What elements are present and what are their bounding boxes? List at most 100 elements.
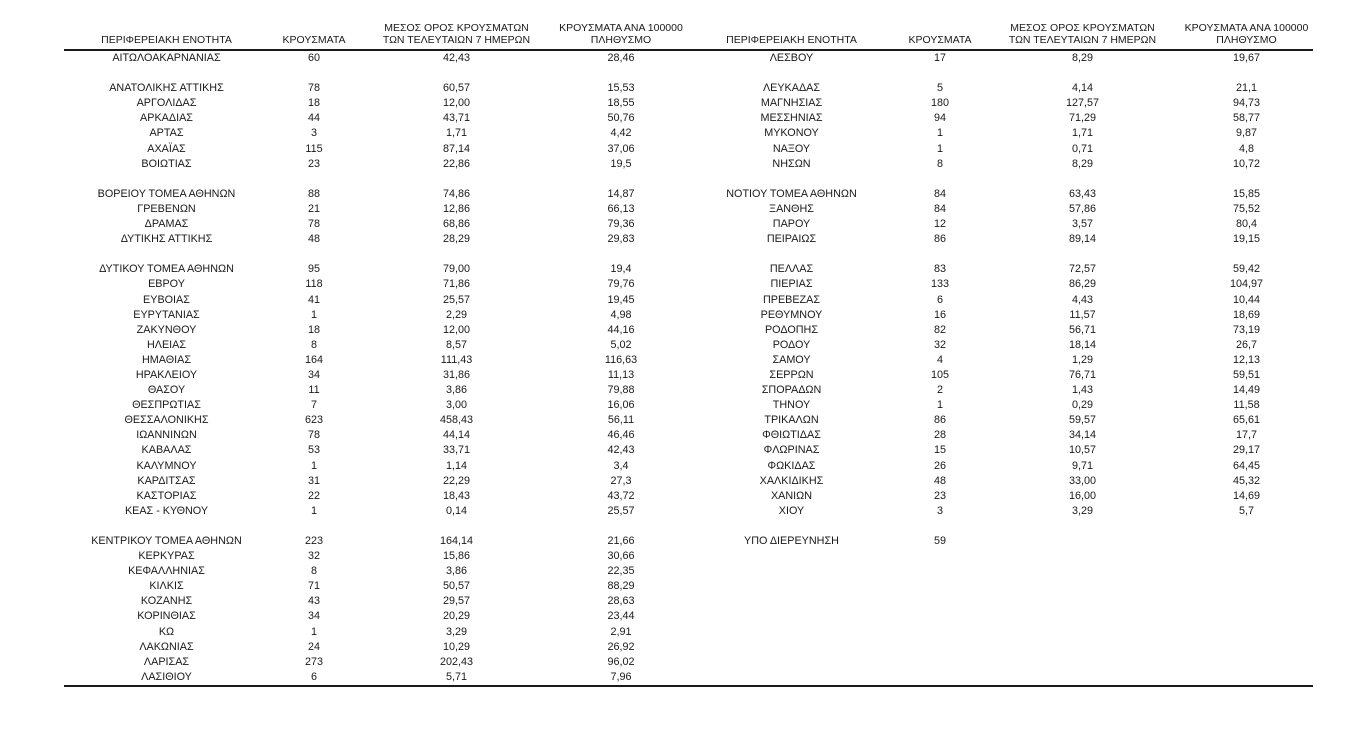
left-avg7-cell: 12,86 <box>442 202 471 215</box>
right-avg7-cell: 3,29 <box>1071 504 1093 517</box>
left-per100k-cell <box>554 247 688 262</box>
right-avg7-cell <box>985 66 1180 81</box>
table-row: ΚΕΑΣ - ΚΥΘΝΟΥ 1 0,14 25,57 ΧΙΟΥ 3 3,29 5,7 <box>64 504 1313 519</box>
left-name-cell: ΗΡΑΚΛΕΙΟΥ <box>135 368 198 381</box>
right-avg7-cell: 4,43 <box>1071 293 1093 306</box>
left-name-cell: ΚΕΡΚΥΡΑΣ <box>138 550 195 563</box>
left-per100k-cell: 2,91 <box>610 625 632 638</box>
left-cases-cell <box>269 172 359 187</box>
right-cases-cell: 5 <box>936 82 943 95</box>
table-header: ΠΕΡΙΦΕΡΕΙΑΚΗ ΕΝΟΤΗΤΑ ΚΡΟΥΣΜΑΤΑ ΜΕΣΟΣ ΟΡΟ… <box>64 22 1313 51</box>
right-name-cell <box>688 66 895 81</box>
table-row: ΑΡΓΟΛΙΔΑΣ 18 12,00 18,55 ΜΑΓΝΗΣΙΑΣ 180 127,57 9… <box>64 96 1313 111</box>
left-name-cell: ΔΥΤΙΚΗΣ ΑΤΤΙΚΗΣ <box>120 233 213 246</box>
left-cases-cell: 1 <box>310 504 317 517</box>
right-cases-cell: 105 <box>930 368 949 381</box>
right-per100k-cell <box>1180 66 1313 81</box>
left-per100k-cell: 23,44 <box>607 610 635 623</box>
right-avg7-cell: 9,71 <box>1071 459 1093 472</box>
left-per100k-cell: 50,76 <box>607 112 635 125</box>
left-name-cell: ΕΥΡΥΤΑΝΙΑΣ <box>133 308 200 321</box>
left-name-cell: ΚΑΒΑΛΑΣ <box>141 444 192 457</box>
table-row: ΗΛΕΙΑΣ 8 8,57 5,02 ΡΟΔΟΥ 32 18,14 26,7 <box>64 338 1313 353</box>
right-cases-cell: 1 <box>936 127 943 140</box>
right-name-cell: ΠΡΕΒΕΖΑΣ <box>762 293 821 306</box>
right-cases-cell: 1 <box>936 399 943 412</box>
left-avg7-cell: 22,86 <box>442 157 471 170</box>
table-row: ΑΙΤΩΛΟΑΚΑΡΝΑΝΙΑΣ 60 42,43 28,46 ΛΕΣΒΟΥ 17 8,29… <box>64 50 1313 66</box>
table-row: ΚΕΝΤΡΙΚΟΥ ΤΟΜΕΑ ΑΘΗΝΩΝ 223 164,14 21,66 ΥΠΟ … <box>64 534 1313 549</box>
right-per100k-cell <box>1180 172 1313 187</box>
right-per100k-cell: 65,61 <box>1232 414 1261 427</box>
left-cases-cell: 164 <box>304 353 323 366</box>
right-avg7-cell <box>985 172 1180 187</box>
right-avg7-cell: 1,29 <box>1071 353 1093 366</box>
left-cases-cell <box>269 66 359 81</box>
right-per100k-cell: 26,7 <box>1235 338 1257 351</box>
left-name-cell: ΑΡΤΑΣ <box>149 127 184 140</box>
right-per100k-cell <box>1180 625 1313 640</box>
header-row: ΠΕΡΙΦΕΡΕΙΑΚΗ ΕΝΟΤΗΤΑ ΚΡΟΥΣΜΑΤΑ ΜΕΣΟΣ ΟΡΟ… <box>64 22 1313 51</box>
left-avg7-cell: 15,86 <box>442 550 471 563</box>
right-cases-cell: 133 <box>930 278 949 291</box>
table-row: ΚΕΡΚΥΡΑΣ 32 15,86 30,66 <box>64 549 1313 564</box>
right-per100k-cell <box>1180 640 1313 655</box>
table-row: ΗΡΑΚΛΕΙΟΥ 34 31,86 11,13 ΣΕΡΡΩΝ 105 76,71 59,51 <box>64 368 1313 383</box>
left-per100k-cell <box>554 172 688 187</box>
right-avg7-cell: 0,71 <box>1071 142 1093 155</box>
right-per100k-cell <box>1180 564 1313 579</box>
right-per100k-cell: 45,32 <box>1232 474 1261 487</box>
left-name-cell: ΒΟΡΕΙΟΥ ΤΟΜΕΑ ΑΘΗΝΩΝ <box>97 187 236 200</box>
left-cases-cell: 78 <box>307 82 320 95</box>
left-per100k-cell: 28,46 <box>607 52 635 64</box>
left-per100k-cell: 4,98 <box>610 308 632 321</box>
right-cases-cell <box>895 655 985 670</box>
left-per100k-cell: 79,36 <box>607 218 635 231</box>
right-avg7-cell <box>985 655 1180 670</box>
right-per100k-cell <box>1180 579 1313 594</box>
right-name-cell: ΠΕΛΛΑΣ <box>769 263 814 276</box>
right-avg7-cell <box>985 594 1180 609</box>
right-cases-cell: 180 <box>930 97 949 110</box>
left-avg7-cell <box>359 247 554 262</box>
left-avg7-cell: 43,71 <box>442 112 471 125</box>
left-avg7-cell: 20,29 <box>442 610 471 623</box>
right-name-cell: ΜΑΓΝΗΣΙΑΣ <box>760 97 823 110</box>
right-avg7-cell: 127,57 <box>1065 97 1100 110</box>
right-avg7-cell: 10,57 <box>1068 444 1097 457</box>
right-cases-cell <box>895 609 985 624</box>
right-avg7-cell: 72,57 <box>1068 263 1097 276</box>
right-name-cell: ΜΕΣΣΗΝΙΑΣ <box>760 112 823 125</box>
right-name-cell: ΛΕΥΚΑΔΑΣ <box>762 82 821 95</box>
right-avg7-cell: 76,71 <box>1068 368 1097 381</box>
right-avg7-cell: 8,29 <box>1071 157 1093 170</box>
header-region-right: ΠΕΡΙΦΕΡΕΙΑΚΗ ΕΝΟΤΗΤΑ <box>688 22 895 51</box>
right-name-cell: ΧΑΛΚΙΔΙΚΗΣ <box>759 474 824 487</box>
right-per100k-cell: 17,7 <box>1235 429 1257 442</box>
right-per100k-cell <box>1180 609 1313 624</box>
left-per100k-cell: 56,11 <box>607 414 635 427</box>
right-cases-cell <box>895 579 985 594</box>
left-name-cell: ΛΑΚΩΝΙΑΣ <box>139 640 194 653</box>
left-per100k-cell: 79,76 <box>607 278 635 291</box>
header-cases-left: ΚΡΟΥΣΜΑΤΑ <box>269 22 359 51</box>
table-row: ΚΑΒΑΛΑΣ 53 33,71 42,43 ΦΛΩΡΙΝΑΣ 15 10,57 29,17 <box>64 443 1313 458</box>
header-per100k-line2: ΠΛΗΘΥΣΜΟ <box>1216 34 1277 46</box>
right-name-cell: ΛΕΣΒΟΥ <box>769 52 814 64</box>
left-name-cell: ΖΑΚΥΝΘΟΥ <box>136 323 197 336</box>
header-per100k-left: ΚΡΟΥΣΜΑΤΑ ΑΝΑ 100000 ΠΛΗΘΥΣΜΟ <box>554 22 688 51</box>
right-per100k-cell: 29,17 <box>1232 444 1261 457</box>
right-avg7-cell <box>985 625 1180 640</box>
left-per100k-cell: 5,02 <box>610 338 632 351</box>
left-avg7-cell: 458,43 <box>439 414 474 427</box>
right-avg7-cell: 34,14 <box>1068 429 1097 442</box>
left-cases-cell: 1 <box>310 625 317 638</box>
left-cases-cell: 115 <box>305 142 323 155</box>
left-name-cell: ΚΑΣΤΟΡΙΑΣ <box>136 489 197 502</box>
left-avg7-cell: 3,86 <box>445 384 467 397</box>
header-per100k-line1: ΚΡΟΥΣΜΑΤΑ ΑΝΑ 100000 <box>559 22 683 34</box>
table-row: ΛΑΚΩΝΙΑΣ 24 10,29 26,92 <box>64 640 1313 655</box>
right-cases-cell: 28 <box>933 429 946 442</box>
right-cases-cell: 94 <box>933 112 946 125</box>
left-avg7-cell: 164,14 <box>439 535 474 547</box>
